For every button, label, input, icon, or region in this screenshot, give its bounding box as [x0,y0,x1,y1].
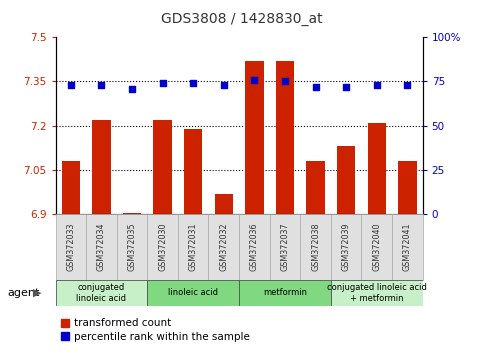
Bar [184,129,202,214]
FancyBboxPatch shape [147,280,239,306]
Legend: transformed count, percentile rank within the sample: transformed count, percentile rank withi… [61,319,250,342]
Bar [245,61,264,214]
FancyBboxPatch shape [331,280,423,306]
Point [281,79,289,84]
Text: agent: agent [7,288,40,298]
Point [98,82,105,88]
FancyBboxPatch shape [56,214,86,280]
FancyBboxPatch shape [331,214,361,280]
Text: conjugated
linoleic acid: conjugated linoleic acid [76,283,127,303]
Bar [276,61,294,214]
FancyBboxPatch shape [86,214,117,280]
Text: GSM372038: GSM372038 [311,222,320,270]
Point [373,82,381,88]
FancyBboxPatch shape [178,214,209,280]
FancyBboxPatch shape [239,280,331,306]
Bar [306,161,325,214]
Point [403,82,411,88]
Bar [92,120,111,214]
Text: GSM372040: GSM372040 [372,222,381,270]
Text: GSM372039: GSM372039 [341,222,351,271]
Text: GSM372032: GSM372032 [219,222,228,271]
Text: GSM372031: GSM372031 [189,222,198,270]
Point [342,84,350,90]
Point [220,82,227,88]
Text: GSM372034: GSM372034 [97,222,106,270]
Bar [368,123,386,214]
Text: GSM372037: GSM372037 [281,222,289,271]
FancyBboxPatch shape [147,214,178,280]
Bar [214,194,233,214]
FancyBboxPatch shape [239,214,270,280]
Text: metformin: metformin [263,289,307,297]
Point [67,82,75,88]
Point [312,84,319,90]
FancyBboxPatch shape [209,214,239,280]
FancyBboxPatch shape [56,280,147,306]
Bar [337,146,355,214]
Bar [123,213,141,214]
FancyBboxPatch shape [361,214,392,280]
FancyBboxPatch shape [270,214,300,280]
Text: conjugated linoleic acid
+ metformin: conjugated linoleic acid + metformin [327,283,426,303]
Text: GDS3808 / 1428830_at: GDS3808 / 1428830_at [161,12,322,27]
Text: linoleic acid: linoleic acid [168,289,218,297]
Bar [62,161,80,214]
Point [159,80,167,86]
Bar [398,161,416,214]
Text: GSM372041: GSM372041 [403,222,412,270]
Text: GSM372035: GSM372035 [128,222,137,271]
Point [251,77,258,82]
Text: GSM372033: GSM372033 [66,222,75,270]
Point [128,86,136,91]
Text: GSM372030: GSM372030 [158,222,167,270]
Text: ▶: ▶ [33,288,42,298]
Bar [154,120,172,214]
FancyBboxPatch shape [392,214,423,280]
Text: GSM372036: GSM372036 [250,222,259,270]
FancyBboxPatch shape [300,214,331,280]
Point [189,80,197,86]
FancyBboxPatch shape [117,214,147,280]
